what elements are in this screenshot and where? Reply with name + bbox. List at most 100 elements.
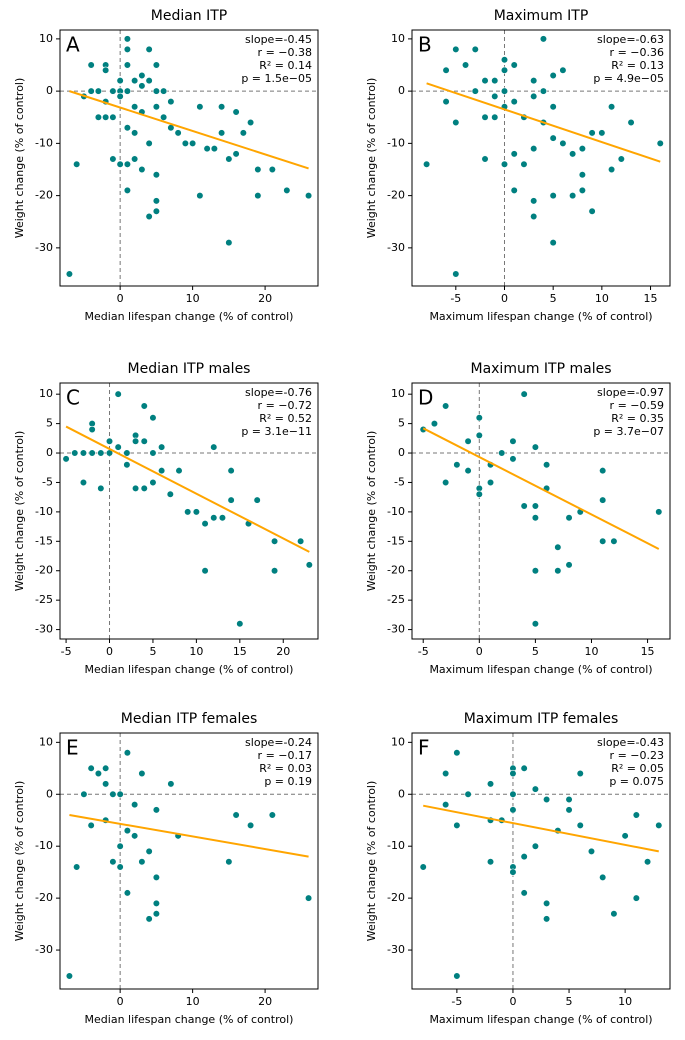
point: [442, 769, 450, 778]
point: [565, 795, 573, 804]
y-axis-label: Weight change (% of control): [365, 781, 378, 942]
point: [543, 461, 551, 469]
point: [607, 165, 616, 174]
point: [565, 806, 573, 814]
y-tick-label: -20: [35, 564, 53, 577]
point: [152, 171, 160, 179]
point: [152, 61, 160, 69]
point: [588, 207, 596, 215]
point: [543, 795, 551, 804]
point: [109, 155, 117, 163]
point: [140, 402, 148, 410]
y-tick-label: -30: [35, 241, 53, 254]
point: [79, 449, 88, 457]
y-tick-label: -30: [35, 943, 53, 956]
point: [247, 821, 255, 830]
point: [464, 790, 472, 798]
y-tick-label: -10: [387, 136, 405, 149]
point: [138, 71, 146, 80]
x-tick-label: 15: [644, 292, 658, 305]
point: [655, 821, 663, 830]
point: [196, 103, 204, 111]
y-tick-label: -30: [387, 943, 405, 956]
point: [509, 769, 517, 778]
point: [471, 87, 479, 95]
x-tick-label: 0: [509, 995, 516, 1008]
point: [192, 508, 200, 516]
point: [87, 821, 95, 830]
point: [189, 139, 197, 147]
annotation: R² = 0.35: [611, 412, 664, 425]
point: [123, 186, 131, 194]
point: [73, 863, 81, 871]
point: [114, 390, 122, 398]
point: [268, 165, 276, 174]
x-tick-label: -5: [451, 995, 462, 1008]
point: [452, 45, 460, 53]
fit-line: [69, 814, 309, 858]
fit-line: [69, 90, 309, 170]
point: [131, 801, 139, 809]
x-axis-label: Maximum lifespan change (% of control): [429, 1013, 652, 1026]
chart-title: Maximum ITP: [494, 8, 589, 24]
y-tick-label: -25: [387, 593, 405, 606]
point: [656, 139, 664, 147]
point: [225, 858, 233, 866]
point: [184, 508, 192, 516]
x-tick-label: 5: [566, 995, 573, 1008]
annotation: p = 4.9e−05: [593, 72, 664, 85]
point: [253, 496, 261, 504]
point: [578, 144, 586, 153]
point: [531, 514, 539, 522]
point: [152, 207, 160, 215]
point: [201, 520, 209, 528]
point: [123, 827, 131, 835]
point: [491, 77, 499, 85]
point: [475, 414, 483, 422]
point: [270, 567, 279, 575]
point: [152, 197, 160, 205]
point: [131, 129, 139, 137]
point: [565, 561, 573, 569]
point: [145, 212, 153, 221]
point: [116, 160, 124, 168]
point: [94, 769, 103, 778]
point: [304, 894, 313, 902]
point: [138, 769, 146, 778]
point: [453, 461, 461, 469]
point: [655, 508, 663, 516]
point: [578, 186, 586, 194]
panel-label: F: [418, 736, 430, 760]
point: [203, 144, 211, 153]
annotation: r = −0.38: [258, 46, 312, 59]
point: [270, 537, 279, 545]
x-tick-label: -5: [418, 645, 429, 658]
point: [97, 484, 105, 492]
point: [97, 449, 105, 457]
point: [599, 467, 607, 475]
point: [549, 103, 557, 111]
point: [225, 239, 233, 247]
point: [116, 77, 124, 85]
point: [509, 790, 517, 798]
point: [247, 118, 255, 127]
point: [559, 139, 567, 147]
point: [442, 478, 450, 487]
point: [152, 873, 160, 881]
point: [149, 478, 157, 487]
point: [174, 129, 182, 137]
point: [102, 764, 110, 772]
point: [549, 134, 557, 142]
point: [599, 873, 607, 881]
point: [227, 467, 235, 475]
point: [491, 92, 499, 100]
point: [80, 790, 88, 798]
y-tick-label: 10: [39, 387, 53, 400]
y-tick-label: -20: [387, 891, 405, 904]
point: [304, 192, 313, 200]
point: [599, 496, 607, 504]
point: [218, 103, 226, 111]
point: [138, 858, 146, 866]
point: [94, 87, 103, 95]
point: [123, 45, 131, 53]
